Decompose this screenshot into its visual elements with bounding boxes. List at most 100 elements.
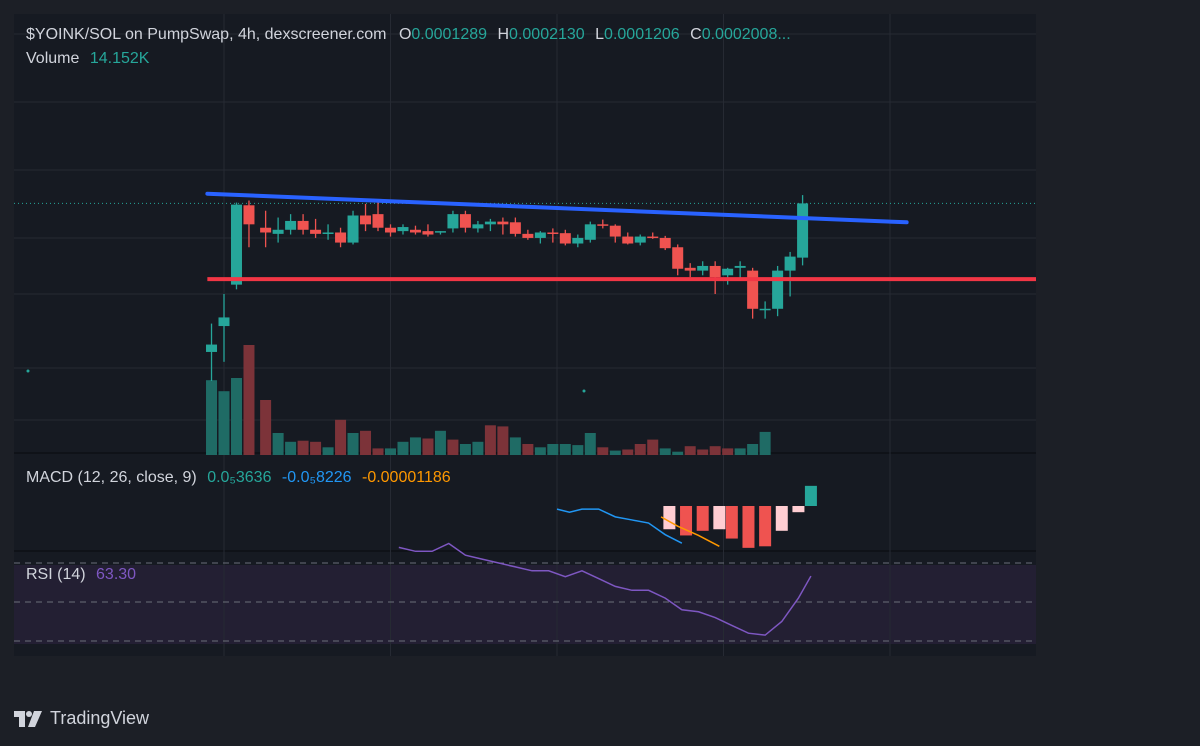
chart-header: $YOINK/SOL on PumpSwap, 4h, dexscreener.… [26, 26, 791, 44]
candle-up [784, 256, 796, 271]
volume-bar [609, 450, 621, 455]
rsi-legend: RSI (14) 63.30 [26, 566, 136, 584]
volume-value: 14.152K [89, 50, 150, 67]
volume-bar [622, 449, 634, 455]
macd-histogram-bar [713, 506, 726, 530]
candle-down [522, 233, 534, 238]
volume-bar [385, 448, 396, 455]
volume-bar [459, 444, 471, 455]
pane-separator-rsi [14, 550, 1036, 552]
volume-bar [709, 446, 721, 455]
candle-down [597, 224, 609, 226]
volume-bar [647, 439, 659, 455]
volume-bar [547, 444, 559, 455]
candle-up [472, 224, 484, 229]
candle-up [572, 237, 584, 244]
candle-down [260, 227, 272, 233]
tradingview-logo[interactable]: TradingView [14, 708, 149, 729]
trendline-resistance [205, 191, 909, 225]
candle-down [385, 227, 396, 233]
candle-up [484, 221, 496, 225]
macd-value-1: 0.0₅3636 [207, 469, 272, 486]
candle-down [609, 225, 621, 237]
macd-histogram-bar [804, 485, 817, 506]
volume-bar [759, 431, 771, 455]
candle-up [534, 232, 546, 238]
volume-bar [218, 391, 230, 455]
rsi-line [398, 542, 812, 636]
macd-value-2: -0.0₅8226 [281, 469, 352, 486]
candle-up [322, 232, 334, 234]
candle-up [447, 214, 459, 229]
volume-bar [659, 448, 671, 455]
volume-bar [335, 419, 347, 455]
rsi-label[interactable]: RSI (14) [26, 566, 86, 583]
volume-bar [522, 444, 534, 455]
candle-down [297, 220, 309, 230]
candle-down [310, 229, 322, 234]
macd-histogram-bar [663, 506, 676, 530]
candle-down [672, 247, 684, 269]
volume-bar [285, 441, 297, 455]
volume-bar [243, 345, 255, 455]
candle-up [272, 229, 284, 234]
candle-down [709, 265, 721, 278]
symbol-title[interactable]: $YOINK/SOL on PumpSwap, 4h, dexscreener.… [26, 26, 387, 43]
candle-up [797, 203, 809, 258]
close-value: 0.0002008... [701, 26, 791, 43]
volume-bar [497, 426, 509, 455]
candle-down [509, 222, 521, 234]
macd-signal-line [660, 516, 720, 547]
volume-bar [734, 448, 746, 455]
volume-bar [697, 449, 709, 455]
macd-legend: MACD (12, 26, close, 9) 0.0₅3636 -0.0₅82… [26, 469, 451, 487]
macd-label[interactable]: MACD (12, 26, close, 9) [26, 469, 197, 486]
volume-bar [409, 437, 421, 455]
volume-bar [206, 380, 218, 455]
candle-down [335, 232, 347, 243]
macd-histogram-bar [725, 506, 738, 539]
volume-legend: Volume 14.152K [26, 50, 149, 68]
candle-up [772, 270, 784, 309]
volume-bar [310, 441, 322, 455]
rsi-value: 63.30 [96, 566, 137, 583]
volume-bar [297, 440, 309, 455]
candle-down [684, 267, 696, 271]
candle-down [422, 231, 434, 235]
candle-down [459, 214, 471, 228]
candle-up [347, 215, 359, 243]
candle-down [747, 270, 759, 309]
macd-line [556, 508, 683, 544]
volume-bar [572, 445, 584, 455]
volume-bar [272, 433, 284, 455]
candle-down [409, 229, 421, 233]
volume-bar [347, 433, 359, 455]
volume-bar [360, 430, 372, 455]
plot-area[interactable]: 0.00060000.00040000.00024990.00014990.00… [14, 14, 1036, 656]
volume-bar [684, 446, 696, 455]
macd-histogram-bar [759, 506, 772, 547]
macd-histogram-bar [742, 506, 755, 548]
volume-bar [484, 425, 496, 455]
low-value: 0.0001206 [604, 26, 680, 43]
candle-up [434, 231, 446, 233]
high-value: 0.0002130 [509, 26, 585, 43]
open-value: 0.0001289 [411, 26, 488, 43]
stray-marker [26, 369, 30, 373]
macd-histogram-bar [792, 506, 805, 513]
macd-histogram-bar [775, 506, 788, 531]
volume-bar [559, 444, 571, 455]
volume-bar [584, 433, 596, 455]
low-label: L [595, 26, 605, 43]
candle-up [285, 220, 297, 230]
candle-up [734, 265, 746, 268]
volume-bar [722, 448, 734, 455]
volume-bar [322, 447, 334, 455]
candle-down [243, 205, 255, 225]
close-label: C [690, 26, 702, 43]
candle-down [372, 214, 384, 228]
candle-up [697, 265, 709, 271]
candle-up [634, 236, 646, 243]
volume-bar [447, 439, 459, 455]
candle-down [659, 237, 671, 249]
